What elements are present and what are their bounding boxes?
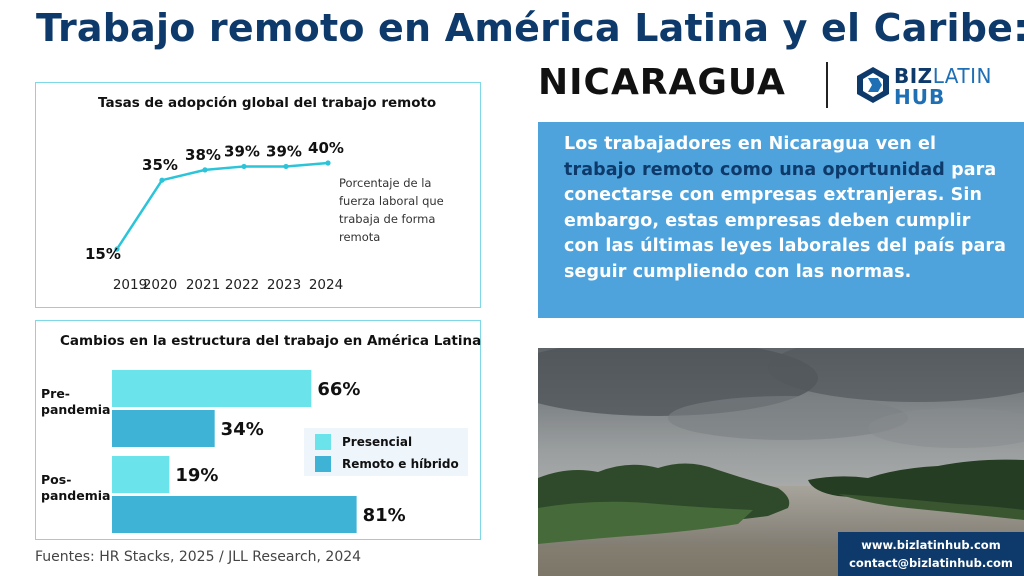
adoption-point — [114, 246, 120, 252]
country-title: NICARAGUA — [538, 62, 786, 103]
adoption-point — [159, 177, 165, 183]
adoption-data-label: 15% — [85, 245, 121, 263]
callout-text: Los trabajadores en Nicaragua ven el tra… — [564, 134, 1007, 282]
logo-text-line2: HUB — [894, 85, 946, 109]
bar-presencial-pre — [112, 370, 312, 407]
adoption-x-tick: 2021 — [186, 277, 220, 293]
bar-value-label: 81% — [363, 505, 406, 526]
logo-mark-icon — [857, 67, 889, 103]
nicaragua-river-photo — [538, 348, 1024, 576]
bizlatinhub-logo: BIZLATIN HUB — [856, 64, 996, 109]
adoption-data-label: 38% — [185, 146, 221, 164]
adoption-data-label: 35% — [142, 156, 178, 174]
adoption-data-label: 40% — [308, 139, 344, 157]
adoption-series-line — [115, 161, 329, 250]
adoption-x-tick: 2022 — [225, 277, 259, 293]
website-link[interactable]: www.bizlatinhub.com — [861, 538, 1001, 552]
bar-value-label: 34% — [221, 419, 264, 440]
page-title: Trabajo remoto en América Latina y el Ca… — [36, 6, 1024, 50]
adoption-data-label: 39% — [266, 142, 302, 160]
bar-value-label: 66% — [317, 379, 360, 400]
source-note: Fuentes: HR Stacks, 2025 / JLL Research,… — [35, 549, 362, 565]
header-divider — [826, 62, 828, 108]
bar-value-label: 19% — [175, 465, 218, 486]
river-landscape-image — [538, 348, 1024, 576]
bar-category-label: Pre-pandemia — [41, 386, 110, 417]
work-structure-chart-title: Cambios en la estructura del trabajo en … — [60, 333, 482, 349]
email-link[interactable]: contact@bizlatinhub.com — [849, 556, 1013, 570]
bar-remoto-pre — [112, 410, 215, 447]
adoption-point — [202, 167, 208, 173]
work-structure-chart-panel: Cambios en la estructura del trabajo en … — [35, 320, 481, 540]
callout-box: Los trabajadores en Nicaragua ven el tra… — [538, 122, 1024, 318]
bar-presencial-pos — [112, 456, 170, 493]
adoption-chart-title: Tasas de adopción global del trabajo rem… — [98, 95, 437, 111]
bar-remoto-pos — [112, 496, 357, 533]
logo-text-line1: BIZLATIN — [894, 64, 992, 88]
bar-legend — [304, 428, 468, 476]
adoption-x-tick: 2024 — [309, 277, 343, 293]
legend-swatch — [315, 456, 331, 472]
adoption-line-chart: 15% 2019 35% 2020 38% 2021 39% 2022 39% 2023 40% 20… — [85, 139, 444, 293]
adoption-data-label: 39% — [224, 142, 260, 160]
contact-box: www.bizlatinhub.com contact@bizlatinhub.… — [838, 532, 1024, 576]
adoption-x-tick: 2020 — [143, 277, 177, 293]
adoption-point — [325, 160, 331, 166]
adoption-x-tick: 2023 — [267, 277, 301, 293]
legend-label: Remoto e híbrido — [342, 457, 459, 471]
adoption-annotation: Porcentaje de la fuerza laboral que trabaj… — [339, 176, 444, 244]
bar-category-label: Pos-pandemia — [41, 472, 110, 503]
adoption-point — [283, 163, 289, 170]
work-structure-bar-chart: 66% 34% Pre-pandemia 19% 81% Pos-pandemia Pres… — [41, 370, 468, 533]
adoption-x-tick: 2019 — [113, 277, 147, 293]
legend-label: Presencial — [342, 435, 412, 449]
adoption-chart-panel: Tasas de adopción global del trabajo rem… — [35, 82, 481, 308]
adoption-point — [241, 163, 247, 170]
legend-swatch — [315, 434, 331, 450]
